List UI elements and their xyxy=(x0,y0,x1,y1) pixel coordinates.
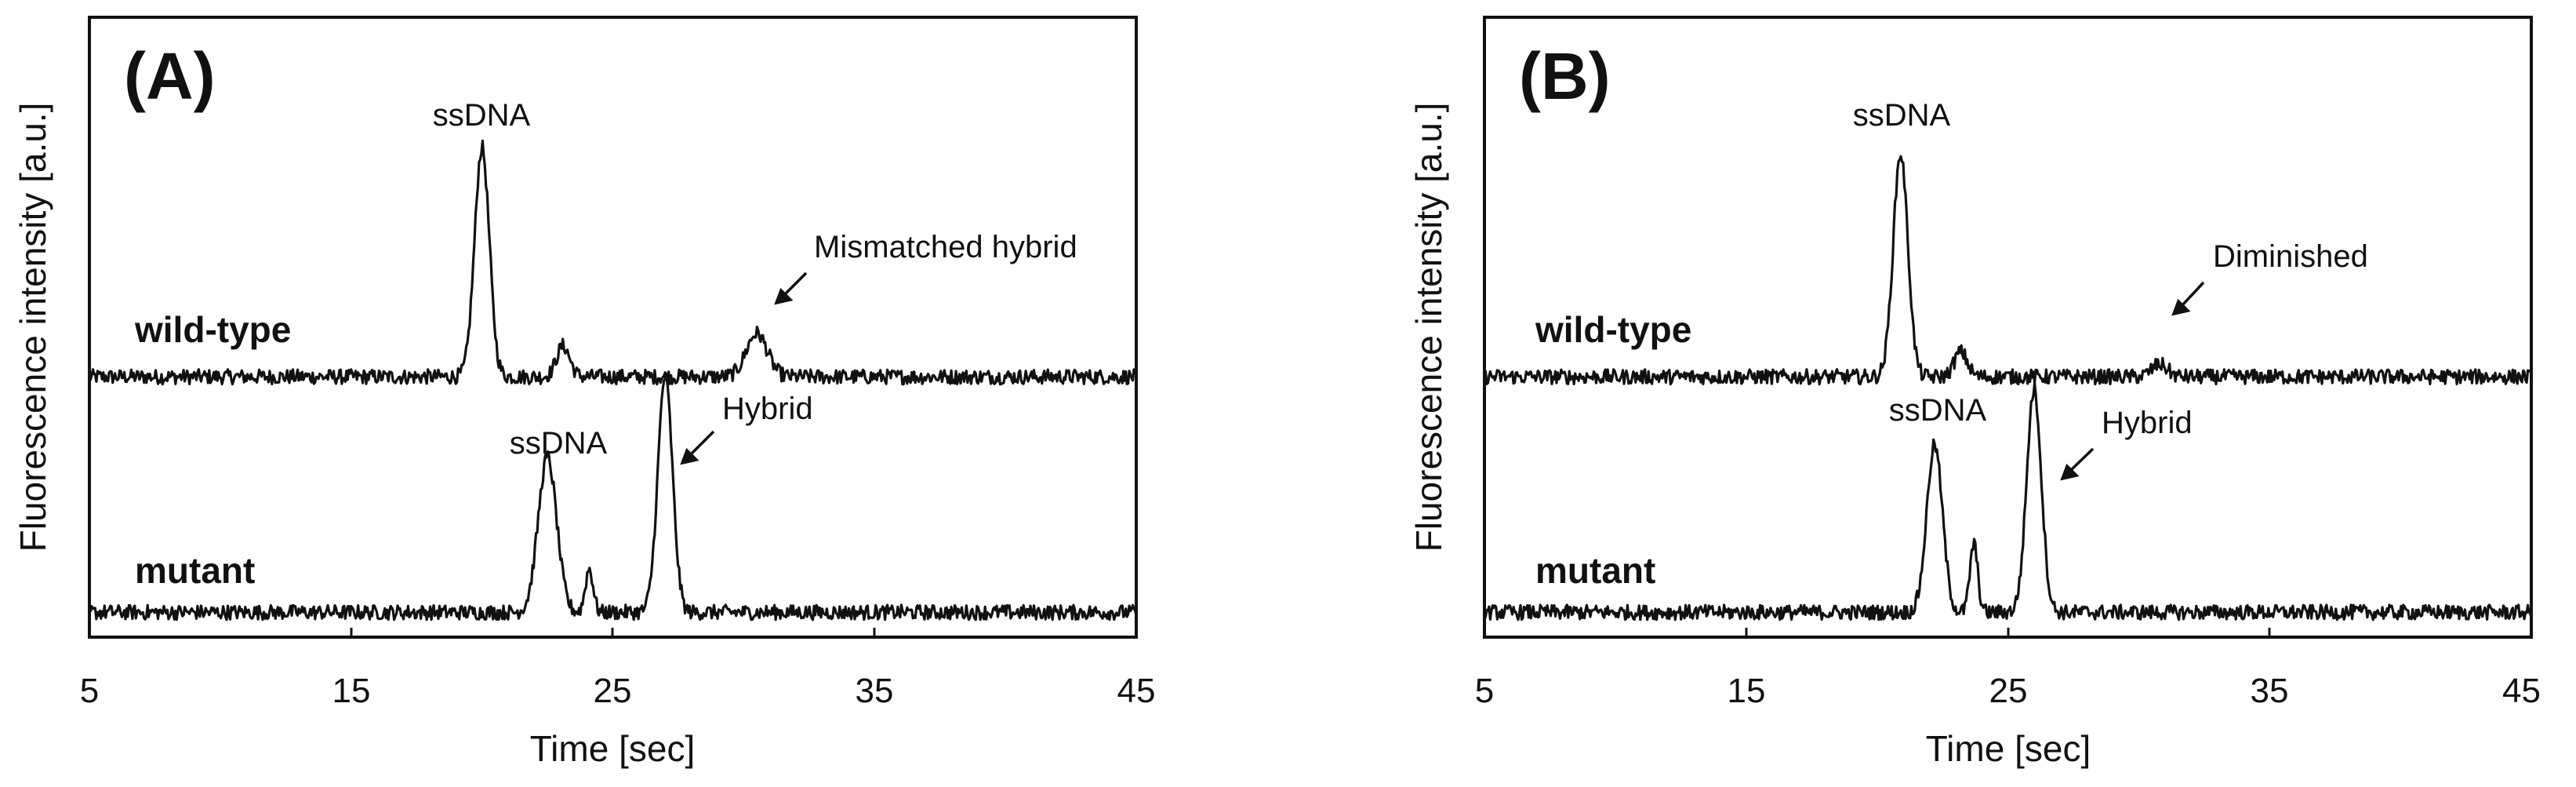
arrow-hybrid xyxy=(680,430,715,465)
panel-a: (A) Fluorescence intensity [a.u.] Time [… xyxy=(13,16,1156,769)
annotation-ssdna-mutant: ssDNA xyxy=(510,426,608,461)
x-tick-label: 5 xyxy=(1475,672,1494,710)
arrow-mismatched-hybrid xyxy=(774,271,808,305)
x-axis-label: Time [sec] xyxy=(1926,728,2091,769)
x-tick-label: 25 xyxy=(1989,672,2028,710)
y-axis-label: Fluorescence intensity [a.u.] xyxy=(1408,103,1449,552)
x-tick-label: 25 xyxy=(594,672,632,710)
series-label-mutant: mutant xyxy=(1535,550,1655,591)
x-tick-label: 35 xyxy=(856,672,894,710)
series-label-wild-type: wild-type xyxy=(134,309,291,350)
annotation-ssdna-wild-type: ssDNA xyxy=(1853,98,1951,133)
annotation-hybrid: Hybrid xyxy=(722,392,813,426)
arrow-hybrid xyxy=(2060,447,2095,481)
panel-label: (B) xyxy=(1519,39,1611,113)
arrow-diminished xyxy=(2171,281,2205,316)
series-line-mutant xyxy=(1483,381,2533,621)
x-tick-label: 35 xyxy=(2251,672,2289,710)
series-label-mutant: mutant xyxy=(135,550,255,591)
x-tick-label: 15 xyxy=(332,672,371,710)
x-tick-label: 5 xyxy=(80,672,99,710)
series-label-wild-type: wild-type xyxy=(1535,309,1691,350)
series-line-wild-type xyxy=(88,139,1138,386)
y-axis-label: Fluorescence intensity [a.u.] xyxy=(13,103,53,552)
annotation-hybrid: Hybrid xyxy=(2102,406,2193,440)
annotation-mismatched-hybrid: Mismatched hybrid xyxy=(814,230,1077,264)
series-line-wild-type xyxy=(1484,155,2532,386)
annotation-ssdna-mutant: ssDNA xyxy=(1889,393,1987,428)
x-tick-label: 15 xyxy=(1728,672,1766,710)
panel-label: (A) xyxy=(124,39,216,113)
series-line-mutant xyxy=(88,372,1138,621)
x-axis-label: Time [sec] xyxy=(530,728,695,769)
x-ticks: 5 15 25 35 45 xyxy=(1475,628,2541,710)
annotation-ssdna-wild-type: ssDNA xyxy=(433,98,531,133)
x-ticks: 5 15 25 35 45 xyxy=(80,628,1156,710)
annotation-diminished: Diminished xyxy=(2213,239,2368,274)
x-tick-label: 45 xyxy=(2502,672,2541,710)
x-tick-label: 45 xyxy=(1117,672,1156,710)
panel-b: (B) Fluorescence intensity [a.u.] Time [… xyxy=(1408,16,2541,769)
